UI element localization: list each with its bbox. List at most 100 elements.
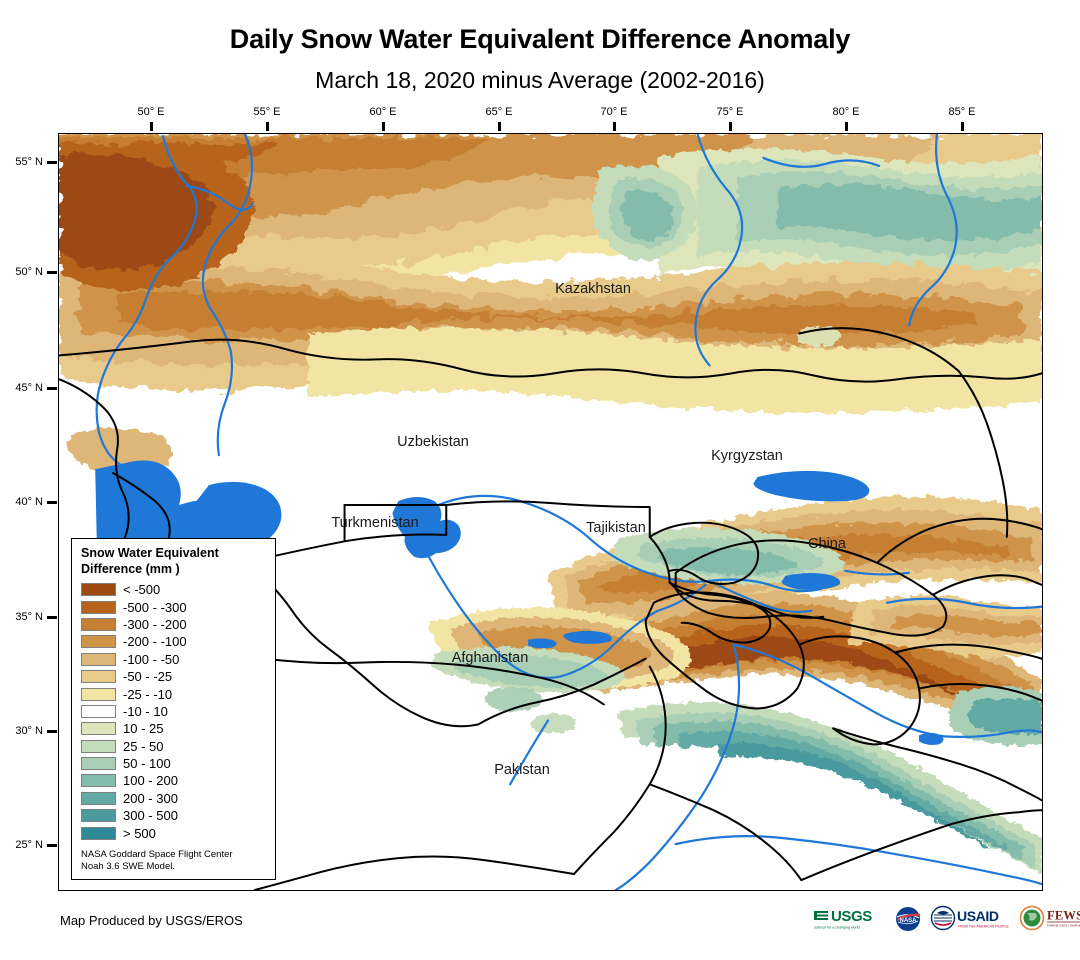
legend-row: -100 - -50 [81,651,267,668]
legend-label: 10 - 25 [123,721,164,737]
legend-row: 10 - 25 [81,720,267,737]
svg-text:FROM THE AMERICAN PEOPLE: FROM THE AMERICAN PEOPLE [958,925,1010,929]
legend-row: -300 - -200 [81,616,267,633]
lat-label-35n: 35° N [15,611,43,623]
lon-tick-85e [961,122,964,131]
lat-tick-30n [47,730,57,733]
lat-tick-40n [47,501,57,504]
legend-swatch [81,600,116,614]
legend-label: 200 - 300 [123,790,178,806]
usgs-logo: USGS science for a changing world [812,904,886,934]
country-label-kazakhstan: Kazakhstan [555,281,631,297]
legend-label: 100 - 200 [123,773,178,789]
lon-label-85e: 85° E [948,106,976,118]
legend-label: -300 - -200 [123,616,187,632]
lon-label-80e: 80° E [832,106,860,118]
lat-label-50n: 50° N [15,266,43,278]
lon-tick-55e [266,122,269,131]
page-subtitle: March 18, 2020 minus Average (2002-2016) [315,67,765,93]
legend-label: -50 - -25 [123,669,173,685]
country-label-turkmenistan: Turkmenistan [331,515,419,531]
lon-label-60e: 60° E [369,106,397,118]
lon-label-50e: 50° E [137,106,165,118]
legend-label: -25 - -10 [123,686,173,702]
lat-label-40n: 40° N [15,496,43,508]
svg-text:NASA: NASA [899,918,917,924]
lat-tick-45n [47,387,57,390]
legend-swatch [81,583,116,597]
lon-tick-65e [498,122,501,131]
legend-swatch [81,826,116,840]
legend-swatch [81,757,116,771]
legend-credit: NASA Goddard Space Flight Center Noah 3.… [81,849,267,873]
nasa-logo: NASA [893,904,923,934]
legend-label: 50 - 100 [123,756,171,772]
legend-swatch [81,670,116,684]
svg-text:FAMINE EARLY WARNING SYSTEMS N: FAMINE EARLY WARNING SYSTEMS NETWORK [1047,924,1080,928]
legend-row: 100 - 200 [81,772,267,789]
lon-tick-80e [845,122,848,131]
country-label-tajikistan: Tajikistan [586,520,646,536]
legend-label: -500 - -300 [123,599,187,615]
title-block: Daily Snow Water Equivalent Difference A… [0,22,1080,95]
legend-row: 200 - 300 [81,790,267,807]
svg-text:USGS: USGS [831,908,872,925]
legend-label: > 500 [123,825,156,841]
legend-label: -100 - -50 [123,651,180,667]
lon-tick-75e [729,122,732,131]
lon-label-75e: 75° E [716,106,744,118]
lat-tick-55n [47,161,57,164]
legend-swatch [81,809,116,823]
legend-swatch [81,739,116,753]
legend-swatch [81,774,116,788]
legend-row: -10 - 10 [81,703,267,720]
legend-row: -50 - -25 [81,668,267,685]
legend-title: Snow Water Equivalent Difference (mm ) [81,546,267,577]
lon-label-65e: 65° E [485,106,513,118]
legend-label: -200 - -100 [123,634,187,650]
legend-row: 25 - 50 [81,738,267,755]
legend-row: 50 - 100 [81,755,267,772]
legend-label: 25 - 50 [123,738,164,754]
country-label-uzbekistan: Uzbekistan [397,434,469,450]
legend-label: < -500 [123,582,161,598]
legend-title-line1: Snow Water Equivalent [81,546,219,560]
legend-swatch [81,652,116,666]
footer-credit: Map Produced by USGS/EROS [60,913,243,928]
lat-tick-50n [47,271,57,274]
usaid-logo: USAID FROM THE AMERICAN PEOPLE [930,904,1012,934]
svg-text:FEWS NET: FEWS NET [1047,909,1080,923]
lat-tick-35n [47,616,57,619]
lon-label-70e: 70° E [600,106,628,118]
svg-text:science for a changing world: science for a changing world [814,926,860,930]
lon-tick-50e [150,122,153,131]
legend-row: -500 - -300 [81,598,267,615]
legend-title-line2: Difference (mm ) [81,561,180,576]
rivers [95,134,1042,890]
legend-credit-line1: NASA Goddard Space Flight Center [81,848,233,860]
legend-row: > 500 [81,824,267,841]
map-legend: Snow Water Equivalent Difference (mm ) <… [71,538,276,880]
lat-label-25n: 25° N [15,839,43,851]
legend-swatch [81,635,116,649]
legend-swatch [81,687,116,701]
svg-text:USAID: USAID [957,908,999,924]
lon-tick-70e [613,122,616,131]
legend-credit-line2: Noah 3.6 SWE Model. [81,860,175,872]
legend-row: -200 - -100 [81,633,267,650]
legend-swatch [81,704,116,718]
country-label-kyrgyzstan: Kyrgyzstan [711,448,783,464]
legend-swatch [81,617,116,631]
logo-bar: USGS science for a changing world NASA U… [812,901,1080,937]
page-title: Daily Snow Water Equivalent Difference A… [229,24,851,54]
legend-swatch [81,722,116,736]
lat-tick-25n [47,844,57,847]
fewsnet-logo: FEWS NET FAMINE EARLY WARNING SYSTEMS NE… [1019,904,1080,934]
lat-label-30n: 30° N [15,725,43,737]
lon-tick-60e [382,122,385,131]
country-label-pakistan: Pakistan [494,762,550,778]
lon-label-55e: 55° E [253,106,281,118]
legend-row: -25 - -10 [81,685,267,702]
country-label-afghanistan: Afghanistan [451,650,529,666]
lat-label-55n: 55° N [15,156,43,168]
